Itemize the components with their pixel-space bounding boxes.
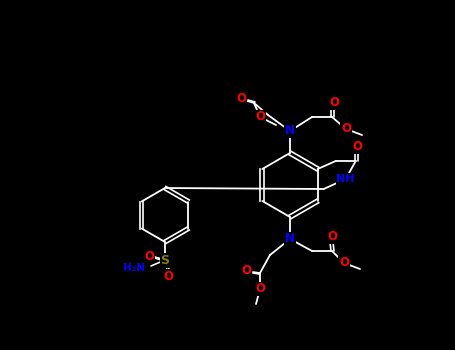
Text: O: O	[339, 257, 349, 270]
Text: O: O	[353, 140, 363, 154]
Text: O: O	[241, 265, 251, 278]
Text: O: O	[327, 231, 337, 244]
Text: N: N	[285, 232, 295, 245]
Text: O: O	[144, 250, 154, 262]
Text: O: O	[255, 111, 265, 124]
Text: O: O	[329, 97, 339, 110]
Text: O: O	[255, 282, 265, 295]
Text: N: N	[285, 125, 295, 138]
Text: O: O	[236, 92, 246, 105]
Text: NH: NH	[336, 174, 355, 184]
Text: O: O	[163, 270, 173, 282]
Text: H₂N: H₂N	[123, 263, 145, 273]
Text: S: S	[161, 253, 170, 266]
Text: O: O	[341, 122, 351, 135]
